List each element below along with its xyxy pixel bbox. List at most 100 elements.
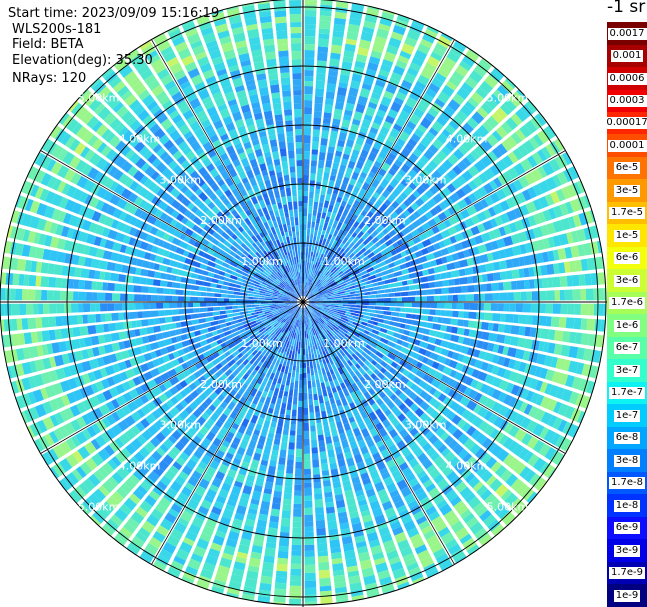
range-gate-cell (266, 315, 274, 320)
range-gate-cell (198, 191, 208, 202)
range-gate-cell (333, 487, 343, 496)
range-gate-cell (91, 210, 102, 222)
range-gate-cell (199, 263, 208, 270)
range-gate-cell (303, 208, 308, 217)
range-gate-cell (391, 337, 398, 343)
range-gate-cell (491, 354, 500, 364)
range-gate-cell (253, 334, 260, 341)
range-gate-cell (207, 548, 221, 559)
range-gate-cell (265, 325, 272, 332)
range-gate-cell (167, 450, 177, 460)
range-gate-cell (317, 338, 323, 347)
range-gate-cell (405, 313, 412, 319)
range-gate-cell (267, 190, 275, 200)
range-gate-cell (298, 400, 303, 407)
range-gate-cell (53, 354, 64, 367)
range-gate-cell (249, 340, 258, 348)
range-gate-cell (290, 563, 302, 569)
range-gate-cell (125, 368, 136, 379)
range-gate-cell (146, 326, 155, 335)
range-gate-cell (327, 324, 334, 331)
range-gate-cell (264, 349, 272, 358)
range-gate-cell (326, 333, 333, 341)
range-gate-cell (484, 398, 496, 410)
range-gate-cell (127, 401, 138, 413)
range-gate-cell (365, 354, 374, 363)
range-gate-cell (90, 258, 101, 269)
range-gate-cell (435, 427, 446, 438)
range-gate-cell (248, 320, 257, 326)
range-gate-cell (293, 495, 302, 504)
range-gate-cell (181, 174, 191, 184)
range-gate-cell (82, 428, 92, 441)
range-gate-cell (503, 357, 511, 368)
range-gate-cell (159, 443, 169, 453)
range-gate-cell (375, 398, 384, 406)
range-gate-cell (535, 380, 544, 392)
range-gate-cell (232, 344, 240, 351)
range-gate-cell (498, 405, 510, 417)
range-gate-cell (315, 507, 324, 514)
range-gate-cell (518, 447, 530, 460)
range-gate-cell (203, 495, 214, 504)
range-gate-cell (227, 401, 236, 411)
range-gate-cell (285, 187, 292, 197)
range-gate-cell (125, 443, 137, 455)
range-gate-cell (277, 202, 283, 210)
range-gate-cell (477, 371, 488, 382)
range-gate-cell (307, 305, 312, 310)
range-gate-cell (164, 512, 177, 524)
range-gate-cell (337, 404, 344, 412)
range-gate-cell (188, 238, 197, 246)
range-gate-cell (92, 511, 105, 524)
range-gate-cell (241, 406, 248, 413)
range-gate-cell (529, 378, 539, 390)
range-gate-cell (78, 256, 86, 266)
range-gate-cell (413, 339, 421, 346)
range-gate-cell (490, 444, 503, 457)
range-gate-cell (331, 558, 343, 565)
range-gate-cell (340, 373, 347, 381)
range-gate-cell (315, 326, 321, 334)
range-gate-cell (296, 154, 303, 161)
range-gate-cell (382, 376, 389, 384)
range-gate-cell (487, 322, 494, 331)
range-gate-cell (313, 488, 322, 494)
range-gate-cell (232, 257, 241, 265)
range-gate-cell (156, 302, 164, 309)
range-gate-cell (457, 336, 465, 344)
range-gate-cell (331, 193, 338, 201)
range-gate-cell (329, 421, 336, 429)
range-gate-cell (49, 250, 59, 262)
range-gate-cell (494, 431, 505, 443)
range-gate-cell (306, 268, 309, 274)
range-gate-cell (233, 302, 242, 306)
range-gate-cell (184, 405, 194, 415)
range-gate-cell (277, 321, 285, 329)
range-gate-cell (293, 357, 297, 366)
range-gate-cell (431, 423, 441, 433)
range-gate-cell (259, 290, 266, 294)
range-gate-cell (323, 323, 330, 331)
range-gate-cell (310, 431, 317, 440)
range-gate-cell (476, 321, 482, 330)
range-gate-cell (269, 139, 278, 148)
range-gate-cell (396, 302, 404, 307)
range-gate-cell (200, 568, 214, 580)
range-gate-cell (283, 304, 290, 306)
range-gate-cell (193, 449, 203, 459)
range-gate-cell (340, 397, 348, 407)
range-gate-cell (74, 350, 84, 362)
range-gate-cell (35, 261, 42, 273)
range-gate-cell (319, 317, 325, 323)
range-gate-cell (108, 135, 122, 148)
range-gate-cell (154, 349, 162, 357)
range-gate-cell (169, 406, 180, 417)
range-gate-cell (259, 86, 269, 97)
range-gate-cell (262, 322, 269, 328)
range-gate-cell (221, 552, 234, 561)
range-gate-cell (296, 236, 300, 243)
range-gate-cell (97, 86, 111, 100)
range-gate-cell (539, 381, 548, 393)
range-gate-cell (327, 520, 338, 530)
